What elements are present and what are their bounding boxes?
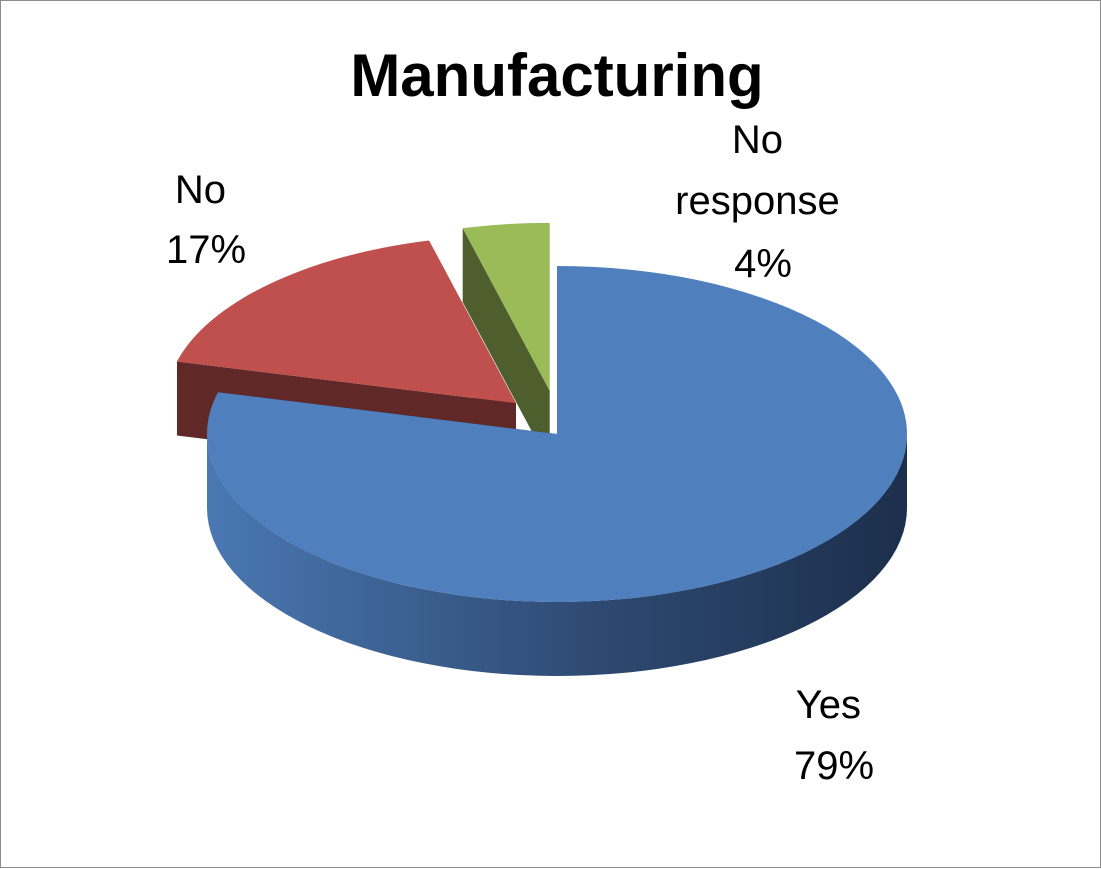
data-label-no-response-percent: 4% xyxy=(734,242,792,286)
data-label-no-response-category-line1: No xyxy=(732,118,783,162)
data-label-no-category: No xyxy=(175,168,226,212)
data-label-yes-category: Yes xyxy=(796,683,861,727)
data-label-no-response: No response 4% xyxy=(675,118,851,286)
data-label-yes-percent: 79% xyxy=(794,744,874,788)
pie-slices xyxy=(177,223,907,676)
data-label-no: No 17% xyxy=(166,168,246,272)
data-label-yes: Yes 79% xyxy=(794,683,874,788)
data-label-no-percent: 17% xyxy=(166,228,246,272)
data-label-no-response-category-line2: response xyxy=(675,179,840,223)
chart-title: Manufacturing xyxy=(350,42,763,109)
